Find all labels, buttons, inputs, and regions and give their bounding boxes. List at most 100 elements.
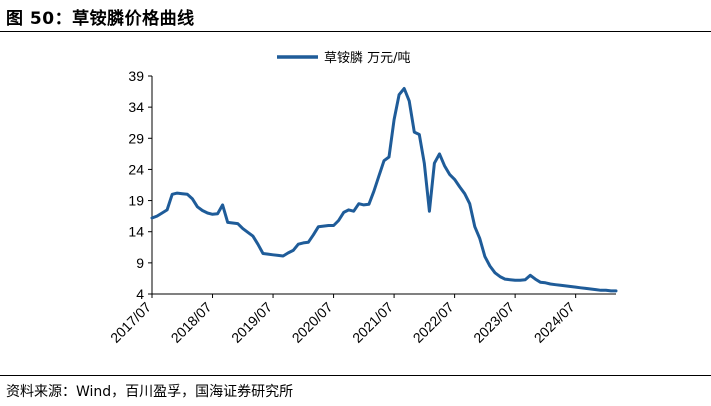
data-point <box>519 279 521 282</box>
data-point <box>554 283 557 286</box>
data-point <box>564 285 567 287</box>
data-point <box>403 87 406 90</box>
x-tick-label: 2017/07 <box>107 299 154 346</box>
y-tick-label: 29 <box>128 130 144 146</box>
y-tick-label: 14 <box>128 224 144 240</box>
data-point <box>358 202 360 205</box>
data-point <box>433 162 436 164</box>
y-tick-label: 19 <box>128 193 144 209</box>
data-point <box>595 288 597 291</box>
data-point <box>479 237 481 240</box>
data-point <box>236 222 239 225</box>
data-point <box>514 279 516 282</box>
data-point <box>277 254 279 257</box>
y-tick-labels: 4 9 14 19 24 29 34 39 <box>128 68 152 302</box>
data-point <box>383 159 385 162</box>
x-tick-label: 2019/07 <box>228 299 275 346</box>
data-point <box>615 290 617 292</box>
data-point <box>448 173 451 176</box>
title-rule <box>0 31 711 32</box>
data-point <box>378 174 380 177</box>
data-point <box>287 252 290 254</box>
data-point <box>443 164 446 167</box>
series-group <box>150 87 618 293</box>
data-point <box>347 209 350 211</box>
data-point <box>252 235 254 237</box>
data-point <box>534 278 537 280</box>
x-tick-label: 2020/07 <box>289 299 336 346</box>
data-point <box>428 210 431 212</box>
data-point <box>605 289 607 292</box>
data-point <box>221 204 224 206</box>
data-point <box>226 221 229 224</box>
data-point <box>458 186 461 188</box>
y-tick-label: 39 <box>128 68 144 84</box>
x-tick-label: 2023/07 <box>470 299 517 346</box>
data-point <box>201 209 204 212</box>
legend: 草铵膦 万元/吨 <box>277 51 411 66</box>
x-tick-label: 2018/07 <box>168 299 215 346</box>
data-point <box>272 254 274 256</box>
x-tick-label: 2024/07 <box>531 299 578 346</box>
data-point <box>247 231 249 234</box>
data-point <box>342 211 345 214</box>
data-point <box>363 204 365 206</box>
data-point <box>529 274 532 277</box>
data-point <box>196 206 199 208</box>
data-point <box>257 243 259 245</box>
data-point <box>468 202 471 205</box>
y-tick-label: 34 <box>128 99 144 115</box>
data-point <box>292 249 295 252</box>
data-point <box>393 118 395 121</box>
data-point <box>484 255 486 258</box>
data-point <box>539 281 542 284</box>
y-tick-label: 24 <box>128 161 144 177</box>
data-point <box>186 193 189 196</box>
x-tick-label: 2022/07 <box>410 299 457 346</box>
data-point <box>423 162 426 164</box>
data-point <box>544 282 547 284</box>
data-point <box>302 242 305 244</box>
data-point <box>337 219 340 222</box>
data-point <box>262 252 264 255</box>
data-point <box>181 192 184 195</box>
data-point <box>267 253 269 255</box>
data-point <box>161 212 163 214</box>
data-point <box>191 197 194 200</box>
data-point <box>282 255 284 257</box>
data-point <box>504 278 506 280</box>
x-tick-labels: 2017/07 2018/07 2019/07 2020/07 2021/07 2022/… <box>107 294 578 346</box>
data-point <box>368 203 370 206</box>
y-tick-label: 4 <box>136 286 144 302</box>
data-point <box>494 272 496 274</box>
data-point <box>600 289 602 292</box>
data-point <box>413 131 416 133</box>
data-point <box>322 225 325 227</box>
data-point <box>489 265 491 267</box>
data-point <box>579 287 582 289</box>
data-point <box>584 287 587 290</box>
series-line <box>150 87 618 293</box>
data-point <box>509 278 511 281</box>
data-point <box>216 212 219 215</box>
data-point <box>231 222 234 224</box>
data-point <box>559 284 562 287</box>
data-point <box>438 153 441 155</box>
data-point <box>151 217 153 219</box>
y-tick-label: 9 <box>136 255 144 271</box>
data-point <box>408 100 411 102</box>
data-point <box>176 192 178 194</box>
data-point <box>307 241 310 244</box>
data-point <box>166 209 168 211</box>
data-point <box>524 278 526 281</box>
data-point <box>352 210 355 212</box>
data-point <box>610 290 612 292</box>
data-point <box>590 288 592 290</box>
data-point <box>398 93 400 96</box>
data-point <box>156 215 158 217</box>
data-point <box>388 156 390 158</box>
data-point <box>332 224 335 227</box>
data-point <box>206 212 209 214</box>
source-rule <box>0 375 711 376</box>
